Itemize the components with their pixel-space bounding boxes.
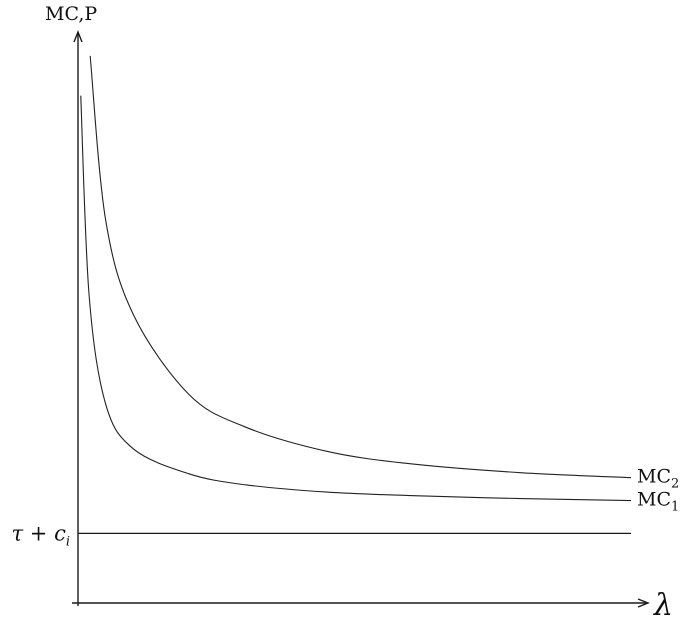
x-axis-label: λ [653,588,673,622]
series-line-1 [80,95,632,502]
series-line-0 [89,55,632,479]
series-label-0: MC2 [637,466,679,492]
series-label-2: τ + ci [12,521,71,549]
series-label-1: MC1 [637,489,679,515]
y-axis-label: MC,P [45,3,97,25]
y-axis [73,30,83,606]
x-axis [72,598,650,608]
x-axis-arrow [637,598,650,608]
y-axis-arrow [73,30,83,43]
